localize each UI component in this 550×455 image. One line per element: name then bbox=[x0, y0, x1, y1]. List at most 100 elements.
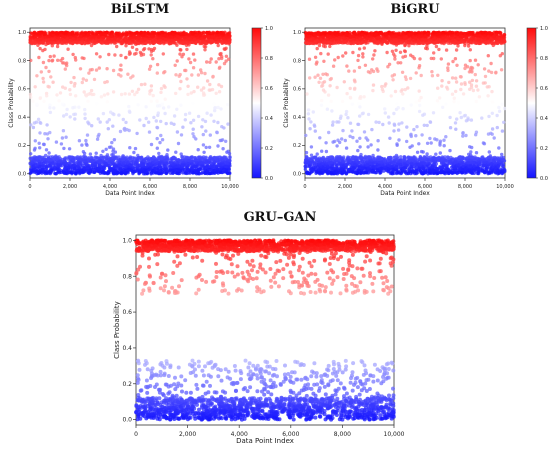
data-point bbox=[79, 164, 83, 168]
data-point bbox=[137, 170, 141, 174]
y-tick-label: 0.4 bbox=[18, 115, 26, 121]
data-point bbox=[135, 90, 139, 94]
data-point bbox=[30, 170, 35, 174]
data-point bbox=[111, 124, 115, 128]
data-point bbox=[155, 99, 159, 103]
data-point bbox=[186, 171, 190, 175]
data-point bbox=[171, 32, 176, 37]
data-point bbox=[47, 69, 51, 74]
data-point bbox=[55, 157, 59, 161]
data-point bbox=[162, 71, 166, 75]
data-point bbox=[104, 33, 108, 37]
data-point bbox=[173, 164, 177, 169]
data-point bbox=[135, 131, 139, 136]
data-point bbox=[164, 121, 168, 126]
data-point bbox=[469, 83, 474, 87]
data-point bbox=[54, 140, 59, 144]
data-point bbox=[448, 126, 453, 130]
data-point bbox=[161, 106, 166, 110]
data-point bbox=[94, 68, 99, 72]
data-point bbox=[73, 172, 78, 176]
data-point bbox=[37, 156, 41, 161]
data-point bbox=[210, 171, 215, 175]
data-point bbox=[38, 46, 42, 51]
data-point bbox=[101, 111, 106, 116]
data-point bbox=[191, 52, 196, 56]
data-point bbox=[113, 157, 117, 161]
data-point bbox=[178, 87, 182, 91]
data-point bbox=[107, 159, 112, 163]
data-point bbox=[151, 93, 155, 98]
data-point bbox=[154, 158, 159, 163]
data-point bbox=[81, 77, 86, 81]
data-point bbox=[72, 112, 76, 117]
data-point bbox=[203, 71, 207, 76]
data-point bbox=[304, 150, 309, 155]
data-point bbox=[122, 169, 127, 173]
data-point bbox=[83, 107, 87, 112]
data-point bbox=[65, 107, 69, 112]
data-point bbox=[133, 92, 137, 97]
data-point bbox=[111, 90, 116, 94]
data-point bbox=[431, 111, 436, 115]
data-point bbox=[189, 156, 194, 161]
data-point bbox=[358, 145, 362, 149]
data-point bbox=[173, 63, 177, 67]
data-point bbox=[130, 89, 135, 94]
data-point bbox=[219, 31, 223, 35]
data-point bbox=[55, 44, 60, 49]
data-point bbox=[71, 52, 75, 57]
data-point bbox=[69, 38, 73, 43]
data-point bbox=[67, 147, 72, 151]
data-point bbox=[82, 90, 86, 94]
data-point bbox=[64, 135, 68, 139]
data-point bbox=[220, 157, 225, 161]
x-tick-label: 4,000 bbox=[103, 184, 117, 190]
data-point bbox=[124, 44, 128, 48]
data-point bbox=[145, 163, 149, 167]
data-point bbox=[46, 38, 50, 43]
data-point bbox=[176, 141, 181, 146]
data-point bbox=[131, 74, 135, 78]
data-point bbox=[31, 33, 35, 37]
data-point bbox=[155, 146, 159, 150]
data-point bbox=[99, 32, 103, 37]
data-point bbox=[86, 166, 90, 170]
data-point bbox=[217, 83, 221, 87]
data-point bbox=[125, 155, 129, 159]
data-point bbox=[115, 44, 119, 49]
data-point bbox=[134, 40, 138, 44]
data-point bbox=[29, 95, 33, 99]
data-point bbox=[189, 121, 193, 125]
data-point bbox=[34, 169, 38, 174]
data-point bbox=[135, 163, 140, 167]
data-point bbox=[357, 65, 362, 70]
data-point bbox=[127, 104, 131, 109]
data-point bbox=[123, 92, 127, 96]
data-point bbox=[154, 119, 158, 123]
scatter-chart-bigru: 0 2,000 4,000 6,000 8,000 10,0000.00.20.40.60… bbox=[283, 26, 548, 197]
data-point bbox=[474, 79, 479, 83]
data-point bbox=[63, 67, 67, 71]
data-point bbox=[390, 74, 394, 78]
data-point bbox=[440, 79, 444, 83]
data-point bbox=[155, 71, 159, 75]
data-point bbox=[223, 47, 227, 51]
data-point bbox=[143, 38, 147, 42]
data-point bbox=[151, 57, 155, 61]
data-point bbox=[205, 60, 209, 64]
data-point bbox=[129, 156, 133, 160]
data-point bbox=[370, 68, 374, 72]
data-point bbox=[187, 111, 192, 115]
data-point bbox=[422, 123, 426, 128]
data-point bbox=[47, 85, 51, 89]
data-point bbox=[159, 90, 163, 95]
data-point bbox=[182, 163, 186, 168]
data-point bbox=[191, 132, 195, 136]
data-point bbox=[220, 56, 224, 61]
data-point bbox=[37, 55, 41, 60]
data-point bbox=[124, 32, 128, 36]
data-point bbox=[93, 161, 97, 166]
data-point bbox=[362, 130, 367, 134]
data-point bbox=[121, 36, 125, 40]
